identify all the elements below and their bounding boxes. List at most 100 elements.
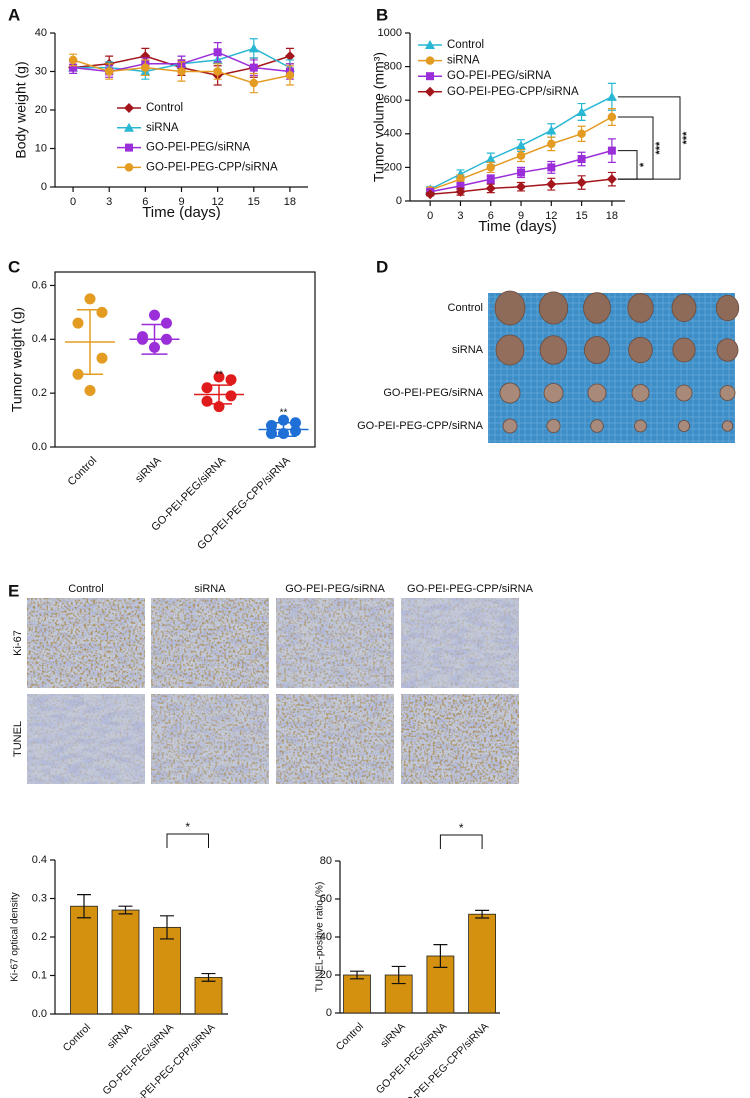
x-tick-label: 12 (212, 196, 224, 208)
tumor (631, 384, 650, 402)
y-tick-label: 30 (35, 65, 47, 77)
tumor (716, 338, 739, 362)
y-tick-label: 400 (384, 128, 402, 140)
significance-label: *** (681, 131, 693, 145)
marker (546, 179, 557, 190)
y-tick-label: 0.4 (32, 854, 47, 866)
bar (153, 926, 181, 1015)
column-label: GO-PEI-PEG-CPP/siRNA (407, 583, 534, 595)
marker (124, 103, 134, 113)
tissue-stain (276, 598, 394, 688)
marker (485, 183, 496, 194)
marker (606, 91, 617, 101)
data-point (290, 425, 301, 437)
bar (468, 913, 497, 1014)
marker (249, 63, 258, 72)
tumor (721, 420, 734, 432)
plot-frame (54, 271, 316, 448)
y-axis-title: Body weight (g) (13, 61, 29, 158)
significance-label: * (638, 162, 650, 167)
x-tick-label: 6 (488, 210, 494, 222)
significance-bracket (617, 96, 681, 180)
marker (248, 43, 259, 53)
x-tick-label: 15 (575, 210, 587, 222)
tumor (627, 293, 654, 323)
tissue-stain (27, 694, 145, 784)
tumor (494, 290, 526, 326)
tumor (671, 293, 697, 322)
sd-bar (206, 384, 232, 405)
tissue-stain (276, 694, 394, 784)
significance-label: *** (654, 141, 666, 155)
x-tick-label: GO-PEI-PEG/siRNA (100, 1022, 176, 1098)
x-axis-title: Time (days) (478, 218, 557, 235)
marker (425, 189, 436, 200)
bar (111, 909, 140, 1015)
panel-label: E (8, 581, 19, 600)
marker (425, 86, 435, 97)
row-label: GO-PEI-PEG-CPP/siRNA (357, 420, 484, 432)
x-tick-label: Control (334, 1021, 366, 1053)
tumor (502, 418, 518, 434)
significance-label: * (459, 821, 464, 835)
x-tick-label: siRNA (378, 1021, 408, 1051)
marker (284, 51, 295, 62)
error-bar (391, 965, 406, 985)
column-label: GO-PEI-PEG/siRNA (285, 583, 385, 595)
y-tick-label: 0 (396, 195, 402, 207)
y-tick-label: 600 (384, 94, 402, 106)
row-label: Control (448, 302, 483, 314)
error-bar (201, 972, 216, 982)
tissue-stain (401, 694, 519, 784)
marker (517, 168, 526, 177)
sd-bar (270, 422, 297, 437)
marker (486, 175, 495, 184)
marker (516, 151, 526, 160)
data-point (72, 317, 84, 329)
x-tick-label: 15 (248, 196, 260, 208)
marker (177, 67, 186, 76)
data-point (84, 384, 96, 396)
column-label: Control (68, 583, 103, 595)
y-tick-label: 0.1 (32, 969, 47, 981)
sd-bar (141, 323, 168, 355)
marker (516, 181, 527, 192)
legend-label: siRNA (146, 122, 179, 134)
significance-bracket (439, 834, 483, 849)
x-tick-label: 3 (106, 196, 112, 208)
significance-label: ** (280, 407, 288, 418)
photo-background (488, 293, 735, 443)
marker (485, 154, 496, 163)
tumor (583, 292, 611, 324)
data-point (225, 390, 237, 402)
marker (213, 67, 222, 76)
error-bar (118, 905, 133, 915)
y-axis-title: Tumor volume (mm³) (371, 52, 387, 182)
row-label: TUNEL (12, 721, 24, 757)
y-axis-title: Tumor weight (g) (9, 307, 25, 412)
y-tick-label: 200 (384, 161, 402, 173)
y-axis-title: Ki-67 optical density (10, 892, 21, 982)
tissue-stain (401, 598, 519, 688)
error-bar (475, 909, 490, 919)
y-tick-label: 40 (320, 931, 332, 943)
x-tick-label: Control (61, 1022, 93, 1054)
significance-label: * (185, 820, 190, 834)
y-tick-label: 0.4 (32, 333, 47, 345)
marker (607, 146, 616, 155)
legend-label: siRNA (447, 55, 480, 67)
marker (69, 63, 78, 72)
x-tick-label: 9 (178, 196, 184, 208)
y-tick-label: 0 (326, 1007, 332, 1019)
marker (607, 112, 617, 122)
tissue-stain (151, 598, 269, 688)
y-tick-label: 0 (41, 181, 47, 193)
data-point (149, 309, 160, 321)
marker (576, 106, 587, 116)
tumor (543, 383, 564, 403)
x-tick-label: 3 (457, 210, 463, 222)
marker (456, 174, 465, 184)
y-tick-label: 0.2 (32, 931, 47, 943)
error-bar (350, 970, 364, 980)
